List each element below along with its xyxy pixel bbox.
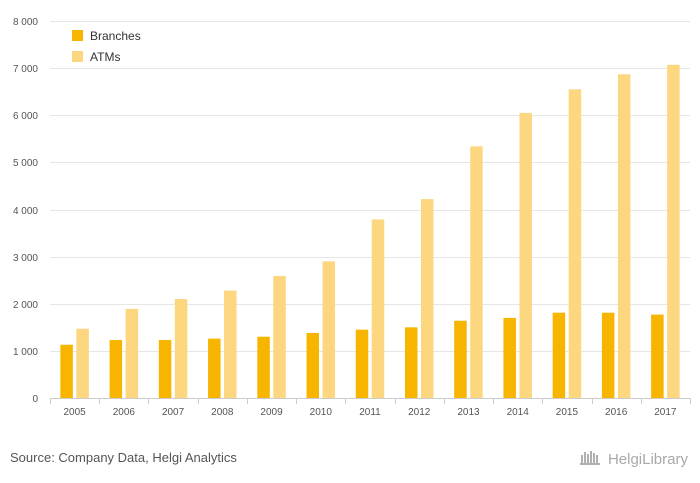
x-tick-label: 2011 — [359, 407, 381, 418]
bar-branches-2015[interactable] — [552, 312, 566, 398]
x-tick-label: 2017 — [654, 407, 677, 418]
bar-atms-2006[interactable] — [125, 308, 139, 398]
legend-swatch-atms — [72, 51, 83, 62]
source-note: Source: Company Data, Helgi Analytics — [10, 450, 237, 465]
bar-atms-2014[interactable] — [519, 112, 532, 399]
legend-item-atms[interactable]: ATMs — [72, 50, 120, 64]
legend: Branches ATMs — [72, 29, 141, 64]
bar-atms-2008[interactable] — [224, 290, 237, 398]
bars — [60, 64, 680, 399]
bar-branches-2008[interactable] — [208, 338, 221, 398]
x-tick-label: 2007 — [162, 407, 185, 418]
legend-label-atms: ATMs — [90, 50, 120, 64]
bar-branches-2005[interactable] — [60, 344, 73, 398]
bar-branches-2006[interactable] — [109, 340, 123, 398]
bar-branches-2009[interactable] — [257, 336, 270, 398]
bar-branches-2012[interactable] — [404, 327, 418, 398]
bar-branches-2017[interactable] — [651, 314, 664, 398]
bar-atms-2005[interactable] — [76, 328, 89, 398]
bar-atms-2013[interactable] — [470, 146, 483, 398]
x-tick-label: 2013 — [457, 407, 480, 418]
y-tick-label: 1 000 — [13, 347, 38, 358]
y-tick-label: 0 — [32, 394, 38, 405]
y-tick-label: 2 000 — [13, 300, 38, 311]
y-axis: 0 1 000 2 000 3 000 4 000 5 000 6 000 7 000 8 00… — [13, 17, 38, 405]
brand-name: HelgiLibrary — [607, 450, 688, 468]
y-tick-label: 5 000 — [13, 158, 38, 169]
x-tick-label: 2012 — [408, 407, 431, 418]
bar-atms-2010[interactable] — [322, 261, 336, 398]
y-tick-label: 3 000 — [13, 253, 38, 264]
bar-atms-2015[interactable] — [568, 89, 582, 399]
legend-label-branches: Branches — [90, 29, 141, 43]
bar-atms-2007[interactable] — [174, 299, 188, 398]
bar-atms-2011[interactable] — [371, 219, 385, 398]
x-tick-label: 2015 — [556, 407, 579, 418]
y-tick-label: 8 000 — [13, 17, 38, 28]
bar-branches-2007[interactable] — [158, 340, 172, 398]
x-tick-label: 2014 — [507, 407, 530, 418]
legend-swatch-branches — [72, 30, 83, 41]
y-tick-label: 4 000 — [13, 206, 38, 217]
bar-atms-2016[interactable] — [617, 74, 631, 398]
library-logo-icon — [579, 449, 602, 469]
x-tick-label: 2005 — [63, 407, 86, 418]
y-tick-label: 6 000 — [13, 111, 38, 122]
bar-branches-2010[interactable] — [306, 332, 320, 398]
x-tick-label: 2010 — [310, 407, 333, 418]
bar-branches-2016[interactable] — [601, 312, 615, 398]
bar-atms-2012[interactable] — [420, 199, 434, 398]
x-tick-label: 2009 — [260, 407, 283, 418]
bar-atms-2009[interactable] — [273, 275, 286, 398]
legend-item-branches[interactable]: Branches — [72, 29, 141, 43]
x-tick-label: 2016 — [605, 407, 628, 418]
y-tick-label: 7 000 — [13, 64, 38, 75]
bar-branches-2013[interactable] — [454, 320, 467, 398]
x-axis: 2005 2006 2007 2008 2009 2010 2011 2012 2013 2014… — [50, 398, 691, 418]
x-tick-label: 2006 — [113, 407, 136, 418]
brand-logo[interactable]: HelgiLibrary — [579, 449, 688, 469]
bar-branches-2014[interactable] — [503, 317, 516, 398]
bar-branches-2011[interactable] — [355, 329, 369, 398]
bar-atms-2017[interactable] — [667, 64, 680, 399]
gridlines — [50, 21, 690, 352]
x-tick-label: 2008 — [211, 407, 234, 418]
